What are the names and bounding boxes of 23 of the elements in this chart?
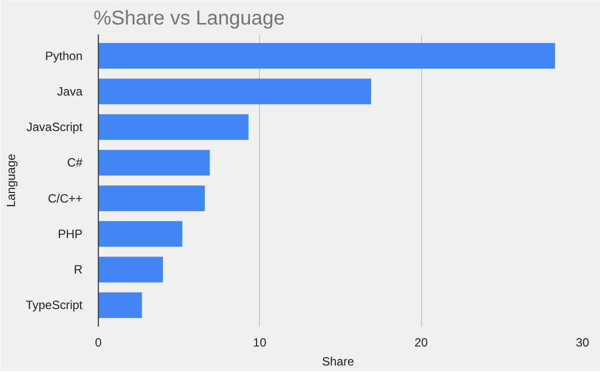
x-axis-title: Share: [322, 354, 354, 368]
bar: [98, 256, 163, 282]
x-tick-label: 10: [253, 336, 267, 350]
y-tick-label: C/C++: [48, 191, 83, 206]
bar: [98, 43, 556, 69]
bar: [98, 150, 210, 176]
x-tick-label: 0: [95, 336, 102, 350]
x-tick-label: 30: [576, 336, 590, 350]
y-tick-label: JavaScript: [26, 120, 84, 134]
bar: [98, 185, 205, 212]
chart-title: %Share vs Language: [94, 8, 285, 30]
y-tick-label: Python: [45, 48, 82, 63]
y-tick-label: Java: [57, 84, 83, 98]
bar: [98, 78, 372, 104]
y-tick-label: TypeScript: [26, 298, 84, 312]
bar: [98, 114, 248, 140]
y-tick-label: C#: [67, 156, 83, 170]
bar: [98, 292, 142, 318]
bar: [98, 221, 182, 247]
x-tick-label: 20: [414, 336, 428, 350]
y-tick-label: PHP: [58, 226, 83, 241]
y-tick-label: R: [74, 262, 83, 277]
y-axis-title: Language: [4, 153, 18, 208]
